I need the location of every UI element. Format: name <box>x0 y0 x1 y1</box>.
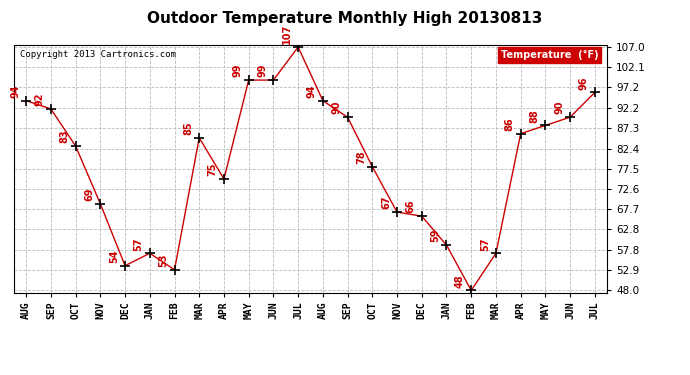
Text: 94: 94 <box>10 84 20 98</box>
Text: 88: 88 <box>529 109 540 123</box>
Text: 90: 90 <box>554 101 564 114</box>
Text: 57: 57 <box>134 237 144 250</box>
Text: Temperature  (°F): Temperature (°F) <box>501 50 598 60</box>
Text: 54: 54 <box>109 249 119 263</box>
Text: 107: 107 <box>282 24 292 44</box>
Text: 83: 83 <box>59 130 70 143</box>
Text: 96: 96 <box>579 76 589 90</box>
Text: 69: 69 <box>84 188 95 201</box>
Text: 75: 75 <box>208 163 218 176</box>
Text: 94: 94 <box>307 84 317 98</box>
Text: 99: 99 <box>233 64 243 77</box>
Text: 90: 90 <box>331 101 342 114</box>
Text: 53: 53 <box>159 254 168 267</box>
Text: 99: 99 <box>257 64 267 77</box>
Text: 48: 48 <box>455 274 465 288</box>
Text: Copyright 2013 Cartronics.com: Copyright 2013 Cartronics.com <box>20 50 176 59</box>
Text: 86: 86 <box>504 117 515 131</box>
Text: 59: 59 <box>431 229 440 242</box>
Text: Outdoor Temperature Monthly High 20130813: Outdoor Temperature Monthly High 2013081… <box>147 11 543 26</box>
Text: 85: 85 <box>183 122 193 135</box>
Text: 78: 78 <box>356 150 366 164</box>
Text: 66: 66 <box>406 200 415 213</box>
Text: 57: 57 <box>480 237 490 250</box>
Text: 67: 67 <box>381 196 391 209</box>
Text: 92: 92 <box>34 93 45 106</box>
